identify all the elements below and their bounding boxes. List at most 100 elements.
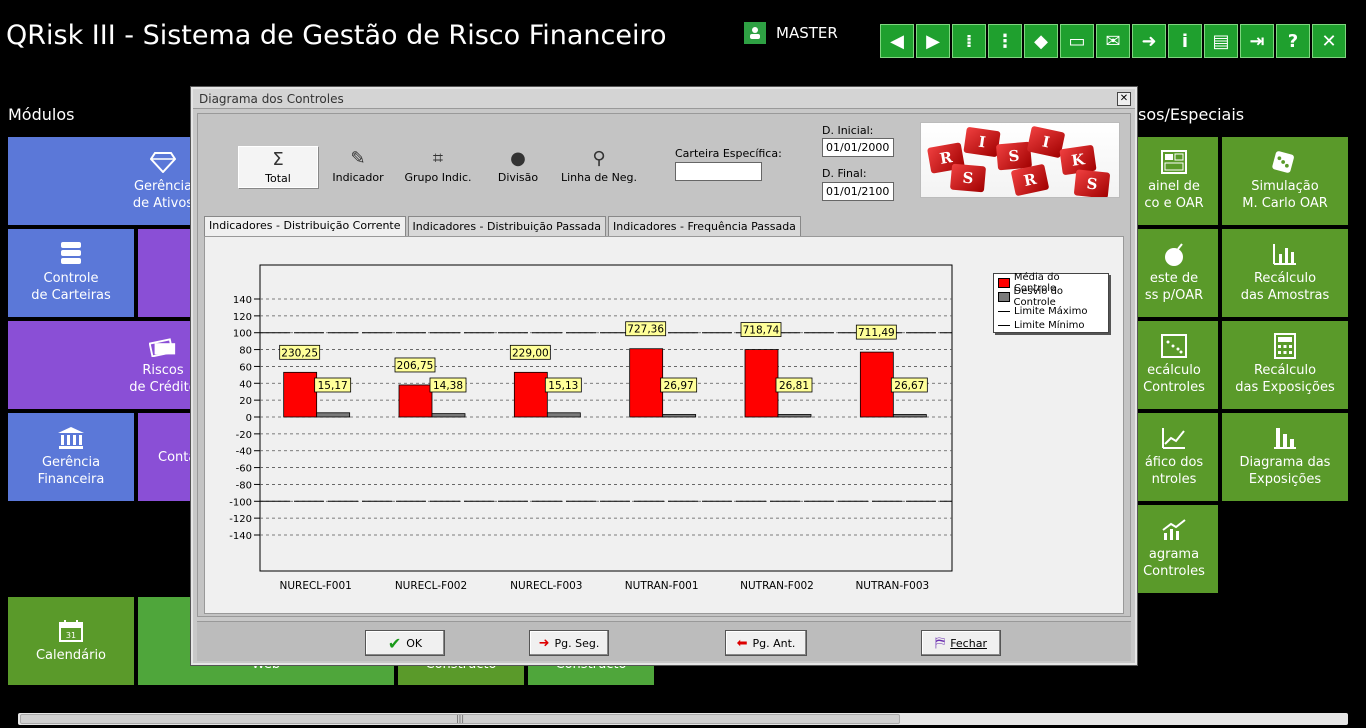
help-button[interactable]: ? — [1276, 24, 1310, 58]
modules-label: Módulos — [8, 105, 75, 124]
send-button[interactable]: ➜ — [1132, 24, 1166, 58]
tile-controle-carteiras[interactable]: Controle de Carteiras — [8, 229, 134, 317]
document-settings-button[interactable]: ▤ — [1204, 24, 1238, 58]
tile-painel[interactable]: ainel de co e OAR — [1130, 137, 1218, 225]
document-settings-icon: ▤ — [1212, 30, 1230, 52]
tile-calendario[interactable]: 31 Calendário — [8, 597, 134, 685]
next-page-button[interactable]: ➜ Pg. Seg. — [529, 630, 609, 656]
data-label-media: 206,75 — [397, 360, 434, 372]
tool-grupo-button[interactable]: ⌗ Grupo Indic. — [403, 146, 473, 188]
d-inicial-input[interactable]: 01/01/2000 — [822, 138, 894, 157]
data-label-desvio: 26,81 — [779, 380, 809, 392]
tool-divisao-button[interactable]: ● Divisão — [494, 146, 542, 188]
tile-teste[interactable]: este de ss p/OAR — [1130, 229, 1218, 317]
carteira-input[interactable] — [675, 162, 762, 181]
dialog-button-bar: ✔ OK ➜ Pg. Seg. ⬅ Pg. Ant. ⛿ Fechar — [197, 621, 1131, 661]
data-label-media: 718,74 — [743, 325, 780, 337]
tile-label: Diagrama das Exposições — [1239, 455, 1331, 487]
ok-button[interactable]: ✔ OK — [365, 630, 445, 656]
x-tick-label: NURECL-F002 — [395, 580, 467, 592]
data-label-desvio: 26,97 — [664, 380, 694, 392]
arrow-left-icon: ◀ — [890, 30, 904, 52]
growth-chart-icon — [1160, 518, 1188, 542]
chart-panel: 140 120 100 80 60 40 20 0 -20 -40 -60 -80 -100 -120 -1… — [204, 236, 1124, 614]
data-label-box — [394, 357, 436, 373]
data-label-media: 230,25 — [281, 347, 318, 359]
tile-gerencia-financeira[interactable]: Gerência Financeira — [8, 413, 134, 501]
dialog-close-icon[interactable]: ✕ — [1117, 92, 1131, 106]
y-tick-label: 100 — [233, 329, 252, 340]
door-exit-icon: ⛿ — [935, 635, 946, 651]
dice-icon — [1271, 150, 1299, 174]
x-tick-label: NUTRAN-F002 — [740, 580, 814, 592]
tool-label: Divisão — [497, 171, 539, 184]
bar-media — [513, 371, 548, 418]
tile-label: Simulação M. Carlo OAR — [1242, 179, 1328, 211]
data-label-box — [855, 324, 897, 340]
tile-label: Conta — [158, 449, 197, 465]
tile-label: Controle de Carteiras — [31, 271, 111, 303]
bar-desvio — [546, 412, 581, 418]
walker-icon: ⚲ — [592, 148, 606, 169]
data-label-desvio: 14,38 — [433, 380, 463, 392]
y-tick-label: 60 — [239, 362, 252, 373]
prev-page-button[interactable]: ⬅ Pg. Ant. — [725, 630, 807, 656]
arrow-left-icon: ⬅ — [736, 635, 748, 651]
y-tick-label: -80 — [236, 480, 252, 491]
calendar-icon: 31 — [57, 619, 85, 643]
mail-icon: ✉ — [1105, 30, 1121, 52]
dialog-title-bar: Diagrama dos Controles ✕ — [193, 89, 1135, 109]
tile-diagrama-controles[interactable]: agrama Controles — [1130, 505, 1218, 593]
tile-label: Gerência Financeira — [37, 455, 105, 487]
ok-label: OK — [406, 636, 423, 650]
close-button[interactable]: ⛿ Fechar — [921, 630, 1001, 656]
legend-item: Média do Controle — [998, 272, 1104, 294]
d-final-input[interactable]: 01/01/2100 — [822, 182, 894, 201]
legend-line — [998, 324, 1010, 326]
tile-grafico[interactable]: áfico dos ntroles — [1130, 413, 1218, 501]
tool-indicador-button[interactable]: ✎ Indicador — [330, 146, 386, 188]
close-button[interactable]: ✕ — [1312, 24, 1346, 58]
tool-linha-button[interactable]: ⚲ Linha de Neg. — [560, 146, 638, 188]
arrow-right-button[interactable]: ▶ — [916, 24, 950, 58]
close-icon: ✕ — [1321, 30, 1337, 52]
tool-total-button[interactable]: Σ Total — [238, 146, 318, 188]
tile-recalculo-controles[interactable]: ecálculo Controles — [1130, 321, 1218, 409]
tile-recalculo-amostras[interactable]: Recálculo das Amostras — [1222, 229, 1348, 317]
user-box: MASTER — [744, 22, 838, 44]
legend-item: Limite Mínimo — [998, 318, 1104, 332]
info-button[interactable]: i — [1168, 24, 1202, 58]
monitor-button[interactable]: ▭ — [1060, 24, 1094, 58]
tile-label: Recálculo das Exposições — [1235, 363, 1335, 395]
paint-bucket-button[interactable]: ◆ — [1024, 24, 1058, 58]
traffic-light-button[interactable]: ⁞ — [952, 24, 986, 58]
scroll-track[interactable]: ||| — [18, 713, 1348, 725]
x-tick-label: NURECL-F003 — [510, 580, 582, 592]
exit-door-button[interactable]: ⇥ — [1240, 24, 1274, 58]
tool-label: Indicador — [332, 171, 384, 184]
tab-frequencia-passada[interactable]: Indicadores - Frequência Passada — [608, 216, 801, 236]
legend-swatch — [998, 278, 1010, 288]
tool-label: Linha de Neg. — [560, 171, 638, 184]
arrow-left-button[interactable]: ◀ — [880, 24, 914, 58]
legend-item: Desvio do Controle — [998, 286, 1104, 308]
credit-card-icon — [149, 334, 177, 358]
tile-diagrama-exposicoes[interactable]: Diagrama das Exposições — [1222, 413, 1348, 501]
tab-distribuicao-passada[interactable]: Indicadores - Distribuição Passada — [407, 216, 606, 236]
tab-distribuicao-corrente[interactable]: Indicadores - Distribuição Corrente — [204, 216, 406, 236]
traffic-light-outline-icon: ⋮ — [996, 30, 1014, 52]
mail-button[interactable]: ✉ — [1096, 24, 1130, 58]
dashboard-icon — [1160, 150, 1188, 174]
info-icon: i — [1181, 30, 1189, 52]
traffic-light-outline-button[interactable]: ⋮ — [988, 24, 1022, 58]
database-icon — [57, 242, 85, 266]
horizontal-scrollbar[interactable]: ||| — [0, 710, 1366, 728]
y-tick-label: 0 — [246, 413, 252, 424]
tile-recalculo-exposicoes[interactable]: Recálculo das Exposições — [1222, 321, 1348, 409]
bank-icon — [57, 426, 85, 450]
scroll-thumb[interactable]: ||| — [20, 714, 900, 724]
calculator-icon — [1271, 333, 1299, 359]
tile-simulacao[interactable]: Simulação M. Carlo OAR — [1222, 137, 1348, 225]
user-icon — [744, 22, 766, 44]
y-tick-label: 120 — [233, 312, 252, 323]
